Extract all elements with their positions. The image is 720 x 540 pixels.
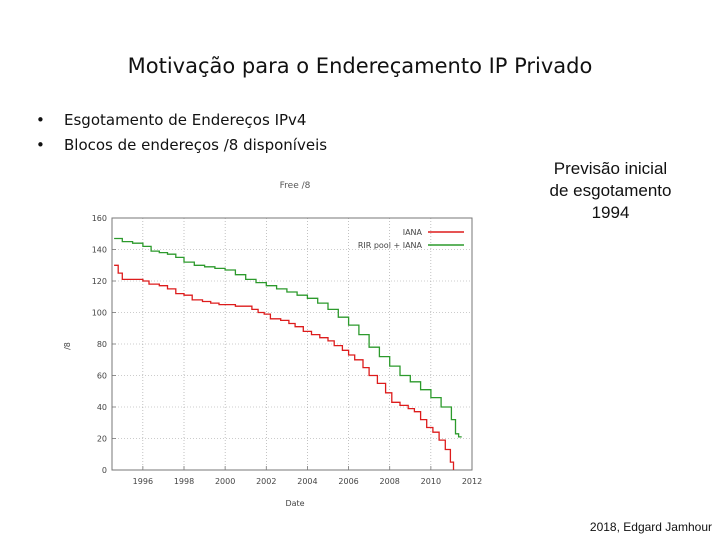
y-tick-label: 140: [92, 246, 107, 255]
note-line: 1994: [591, 203, 630, 222]
x-tick-label: 1998: [174, 477, 194, 486]
legend-label: IANA: [403, 228, 423, 237]
y-tick-label: 120: [92, 277, 107, 286]
slide-title: Motivação para o Endereçamento IP Privad…: [127, 54, 593, 78]
y-tick-label: 20: [97, 435, 107, 444]
x-axis-ticks: 1996 1998 2000 2002 2004 2006 2008 2010 2012: [133, 466, 482, 486]
chart-grid: [112, 217, 473, 471]
bullet-item: Esgotamento de Endereços IPv4: [36, 108, 327, 133]
x-tick-label: 2006: [338, 477, 358, 486]
x-axis-label: Date: [285, 499, 304, 508]
y-tick-label: 40: [97, 403, 107, 412]
legend-label: RIR pool + IANA: [358, 241, 423, 250]
bullet-list: Esgotamento de Endereços IPv4 Blocos de …: [36, 108, 327, 158]
y-tick-label: 0: [102, 466, 107, 475]
series-line-rir-pool-iana: [114, 237, 462, 438]
forecast-note: Previsão inicial de esgotamento 1994: [528, 158, 693, 224]
x-tick-label: 2010: [421, 477, 441, 486]
chart-legend: IANA RIR pool + IANA: [358, 228, 464, 250]
y-tick-label: 60: [97, 372, 107, 381]
x-tick-label: 2000: [215, 477, 235, 486]
series-group: [114, 237, 462, 470]
chart-title: Free /8: [280, 181, 311, 191]
footer-credit: 2018, Edgard Jamhour: [589, 520, 712, 534]
bullet-item: Blocos de endereços /8 disponíveis: [36, 133, 327, 158]
series-line-iana: [114, 264, 455, 470]
y-tick-label: 100: [92, 309, 107, 318]
x-tick-label: 2002: [256, 477, 276, 486]
y-tick-label: 160: [92, 214, 107, 223]
y-axis-label: /8: [63, 342, 72, 350]
x-tick-label: 2012: [462, 477, 482, 486]
y-tick-label: 80: [97, 340, 107, 349]
free-blocks-chart: Free /8 0 20 40 60 80 100 120 140 160 1996 1998 20…: [63, 181, 482, 508]
y-axis-ticks: 0 20 40 60 80 100 120 140 160: [92, 214, 116, 475]
x-tick-label: 1996: [133, 477, 153, 486]
note-line: de esgotamento: [549, 181, 672, 200]
x-tick-label: 2008: [380, 477, 400, 486]
x-tick-label: 2004: [297, 477, 317, 486]
note-line: Previsão inicial: [553, 159, 668, 178]
